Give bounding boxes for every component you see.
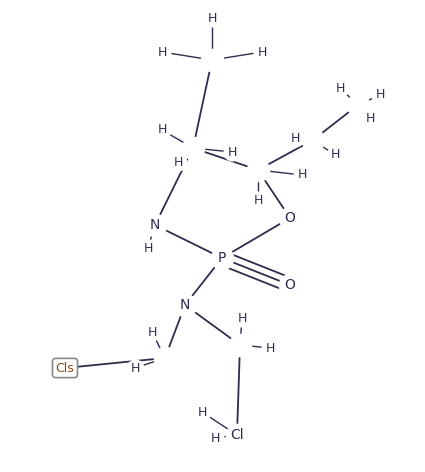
Text: H: H — [157, 124, 167, 136]
Text: H: H — [227, 145, 237, 159]
Text: Cls: Cls — [56, 362, 74, 374]
Text: H: H — [330, 149, 340, 161]
Text: H: H — [335, 82, 345, 94]
Text: P: P — [218, 251, 226, 265]
Text: H: H — [130, 362, 140, 374]
Text: O: O — [285, 211, 295, 225]
Text: H: H — [157, 45, 167, 59]
Text: H: H — [366, 111, 375, 125]
Text: H: H — [298, 169, 307, 182]
Text: H: H — [375, 89, 385, 101]
Text: H: H — [257, 45, 267, 59]
Text: H: H — [290, 132, 300, 144]
Text: H: H — [210, 431, 220, 445]
Text: H: H — [147, 326, 157, 338]
Text: H: H — [253, 194, 263, 207]
Text: O: O — [285, 278, 295, 292]
Text: N: N — [180, 298, 190, 312]
Text: N: N — [150, 218, 160, 232]
Text: H: H — [237, 312, 246, 325]
Text: Cl: Cl — [230, 428, 244, 442]
Text: H: H — [265, 342, 275, 354]
Text: H: H — [173, 155, 183, 169]
Text: H: H — [207, 11, 217, 25]
Text: H: H — [197, 405, 207, 419]
Text: H: H — [143, 242, 153, 254]
